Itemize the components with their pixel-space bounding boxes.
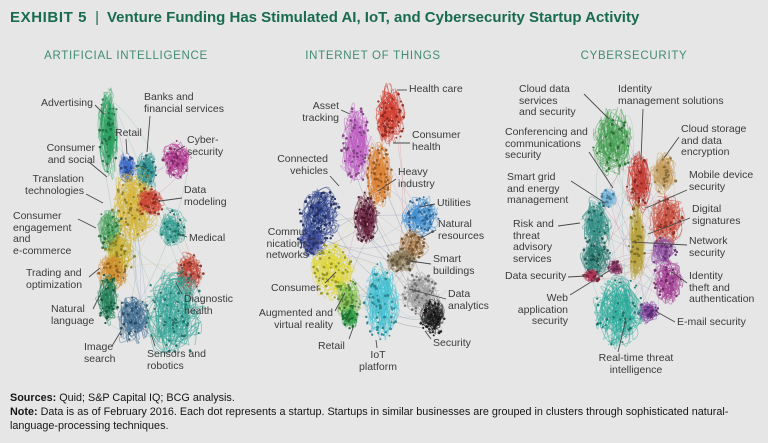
cyber-leader-lines xyxy=(557,93,691,353)
cluster-ai-cyber-security xyxy=(160,139,193,180)
cluster-iot-health-care xyxy=(375,82,406,147)
cluster-iot-security xyxy=(419,298,446,337)
cluster-cyber-data-security xyxy=(581,268,601,283)
cluster-iot-retail xyxy=(340,304,359,330)
cluster-cyber-cloud-data-services-and-security xyxy=(592,107,633,177)
panel-header-artificial-intelligence: ARTIFICIAL INTELLIGENCE xyxy=(44,50,208,62)
cluster-ai-sensors-and-robotics xyxy=(144,266,206,355)
sources-label: Sources: xyxy=(10,392,57,404)
note-text: Data is as of February 2016. Each dot re… xyxy=(10,406,729,432)
title-separator: | xyxy=(95,9,99,26)
cluster-iot-utilities xyxy=(401,195,440,238)
note-line: Note: Data is as of February 2016. Each … xyxy=(10,405,754,433)
iot-leader-lines xyxy=(309,89,447,349)
note-label: Note: xyxy=(10,406,38,418)
cluster-cyber-conferencing-and-communications-security xyxy=(599,187,617,208)
cluster-ai-advertising xyxy=(97,87,119,180)
cluster-cyber-identity-theft-and-authentication xyxy=(653,258,684,305)
exhibit-label: EXHIBIT 5 xyxy=(10,9,88,26)
cluster-ai-image-search xyxy=(117,296,151,344)
cluster-iot-asset-tracking xyxy=(339,102,372,184)
cluster-cyber-mobile-device-security xyxy=(648,193,685,250)
cluster-cyber-web-application-security xyxy=(607,260,624,276)
page-title: Venture Funding Has Stimulated AI, IoT, … xyxy=(107,9,640,26)
cluster-iot-heavy-industry xyxy=(353,191,381,245)
cluster-cyber-risk-and-threat-advisory-services xyxy=(579,235,611,279)
cluster-cyber-identity-management-solutions xyxy=(625,150,653,214)
panel-header-cybersecurity: CYBERSECURITY xyxy=(580,50,688,62)
cluster-cyber-real-time-threat-intelligence xyxy=(593,275,645,350)
cluster-cyber-smart-grid-and-energy-management xyxy=(581,196,613,250)
cluster-ai-data-modeling xyxy=(136,187,165,217)
ai-leader-lines xyxy=(77,104,188,347)
footer-notes: Sources: Quid; S&P Capital IQ; BCG analy… xyxy=(10,391,754,433)
cluster-cyber-cloud-storage-and-data-encryption xyxy=(650,151,678,195)
sources-text: Quid; S&P Capital IQ; BCG analysis. xyxy=(59,392,235,404)
cluster-ai-medical xyxy=(158,207,187,247)
sources-line: Sources: Quid; S&P Capital IQ; BCG analy… xyxy=(10,391,754,405)
cluster-ai-diagnostic-health xyxy=(174,251,205,295)
cluster-iot-consumer-health xyxy=(365,141,394,210)
cluster-cyber-network-security xyxy=(627,200,646,281)
cluster-iot-iot-platform xyxy=(362,260,400,341)
cluster-iot-consumer xyxy=(310,241,356,302)
exhibit-titlebar: EXHIBIT 5 | Venture Funding Has Stimulated… xyxy=(10,9,639,26)
panel-header-internet-of-things: INTERNET OF THINGS xyxy=(305,50,441,62)
cluster-iot-smart-buildings xyxy=(385,247,418,273)
